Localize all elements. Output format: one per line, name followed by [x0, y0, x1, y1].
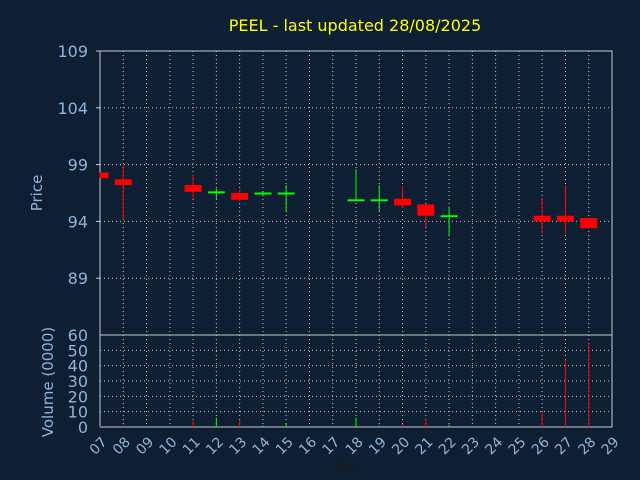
price-gridlines — [100, 51, 612, 335]
candle-body — [231, 193, 249, 200]
candle-27 — [556, 185, 574, 234]
volume-tick-label: 40 — [68, 357, 88, 376]
candle-body — [114, 179, 132, 186]
chart-title: PEEL - last updated 28/08/2025 — [229, 16, 482, 35]
candle-body — [440, 215, 458, 218]
candle-body — [184, 185, 202, 192]
candle-11 — [184, 174, 202, 199]
volume-tick-label: 20 — [68, 387, 88, 406]
candle-12 — [207, 188, 225, 199]
candle-13 — [231, 189, 249, 201]
candle-body — [580, 217, 598, 229]
candle-body — [556, 215, 574, 222]
candle-08 — [114, 164, 132, 220]
volume-tick-label: 0 — [78, 418, 88, 437]
price-tick-label: 109 — [57, 42, 88, 61]
candle-body — [254, 192, 272, 195]
day-x-ticks: 07 08 09 10 11 12 13 14 15 16 17 18 19 20 21 22 23 24 25 26… — [87, 434, 623, 458]
volume-bars — [99, 342, 590, 427]
candle-18 — [347, 169, 365, 202]
candle-21 — [417, 204, 435, 228]
volume-gridlines — [100, 335, 612, 427]
volume-tick-label: 10 — [68, 403, 88, 422]
candle-14 — [254, 191, 272, 196]
candle-body — [207, 191, 225, 194]
price-tick-label: 99 — [68, 156, 88, 175]
price-tick-label: 89 — [68, 269, 88, 288]
candle-20 — [394, 186, 412, 208]
price-axis-label: Price — [28, 175, 46, 212]
candle-body — [417, 204, 435, 216]
price-tick-label: 94 — [68, 212, 88, 231]
candle-body — [394, 198, 412, 206]
candle-07 — [99, 172, 109, 179]
x-axis-label: Day — [334, 459, 362, 475]
candle-body — [347, 199, 365, 202]
candle-15 — [277, 185, 295, 212]
candle-body — [277, 192, 295, 195]
candle-28 — [580, 217, 598, 229]
candle-body — [533, 215, 551, 222]
candle-body — [100, 172, 109, 179]
volume-axis-label: Volume (0000) — [39, 327, 57, 437]
candle-body — [370, 199, 388, 202]
volume-tick-label: 60 — [68, 326, 88, 345]
candle-19 — [370, 185, 388, 212]
candle-26 — [533, 197, 551, 234]
price-candles — [99, 164, 598, 236]
price-tick-label: 104 — [57, 99, 88, 118]
price-y-ticks: 109 104 99 94 89 — [57, 42, 100, 288]
candle-22 — [440, 206, 458, 236]
volume-tick-label: 30 — [68, 372, 88, 391]
volume-tick-label: 50 — [68, 341, 88, 360]
